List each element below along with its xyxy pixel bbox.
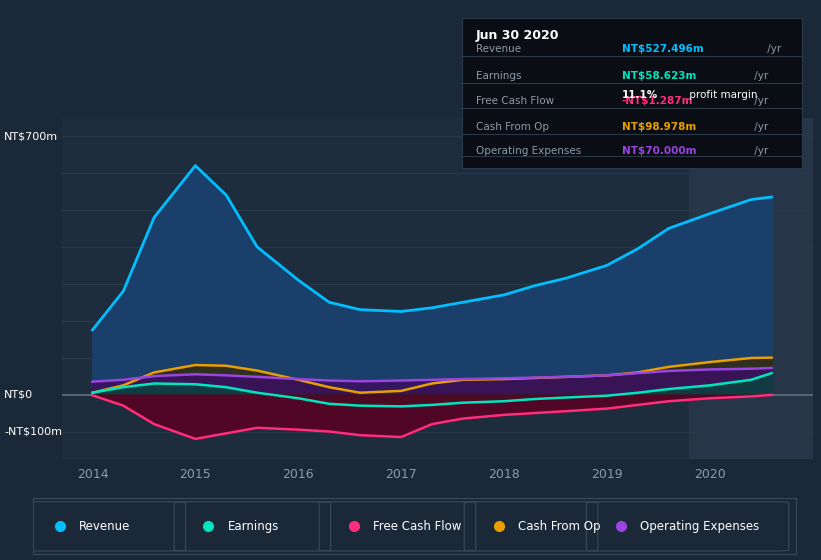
Text: -NT$1.287m: -NT$1.287m	[621, 96, 693, 106]
Text: Earnings: Earnings	[475, 71, 521, 81]
Text: Operating Expenses: Operating Expenses	[640, 520, 759, 533]
Text: Jun 30 2020: Jun 30 2020	[475, 29, 559, 41]
Text: NT$98.978m: NT$98.978m	[621, 122, 696, 132]
Text: 11.1%: 11.1%	[621, 90, 658, 100]
Text: profit margin: profit margin	[686, 90, 758, 100]
Text: /yr: /yr	[751, 96, 768, 106]
Text: NT$700m: NT$700m	[4, 131, 58, 141]
Text: /yr: /yr	[751, 122, 768, 132]
Text: Cash From Op: Cash From Op	[475, 122, 548, 132]
Text: Cash From Op: Cash From Op	[518, 520, 600, 533]
Text: -NT$100m: -NT$100m	[4, 427, 62, 436]
Text: Revenue: Revenue	[475, 44, 521, 54]
Text: NT$70.000m: NT$70.000m	[621, 146, 696, 156]
Text: /yr: /yr	[751, 146, 768, 156]
Text: NT$527.496m: NT$527.496m	[621, 44, 704, 54]
Text: Earnings: Earnings	[227, 520, 279, 533]
Text: /yr: /yr	[751, 71, 768, 81]
Text: NT$58.623m: NT$58.623m	[621, 71, 696, 81]
Text: Free Cash Flow: Free Cash Flow	[475, 96, 553, 106]
Text: /yr: /yr	[764, 44, 781, 54]
Bar	[690, 118, 813, 459]
Text: Free Cash Flow: Free Cash Flow	[373, 520, 461, 533]
Text: NT$0: NT$0	[4, 390, 33, 400]
Text: Revenue: Revenue	[79, 520, 130, 533]
Text: Operating Expenses: Operating Expenses	[475, 146, 580, 156]
